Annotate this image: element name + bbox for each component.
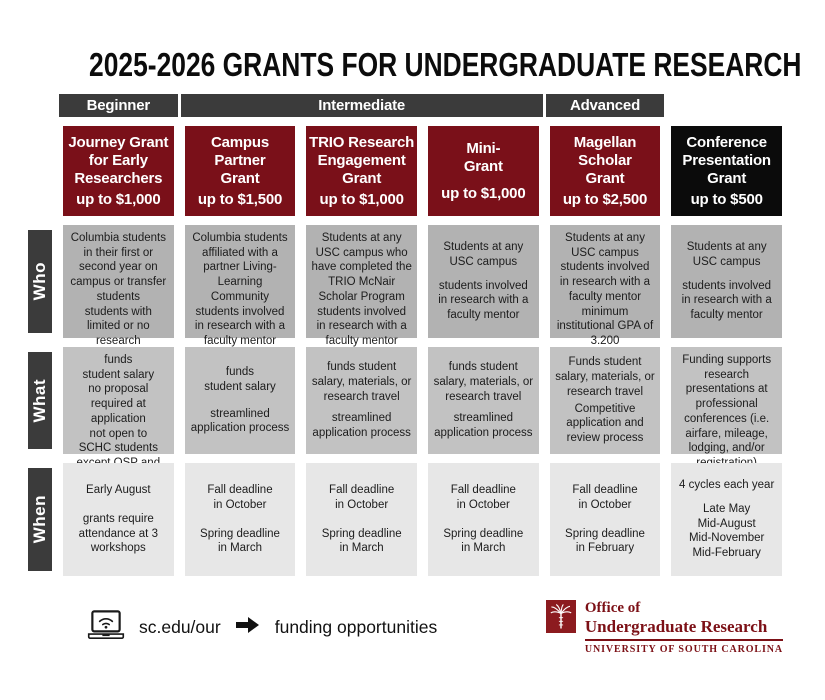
cell-paragraph: students involved in research with a fac… — [316, 305, 407, 348]
table-cell-when-magellan: Fall deadline in October Spring deadline… — [549, 463, 661, 576]
cell-paragraph: Fall deadline in October — [207, 484, 273, 511]
table-cell-what-mini: funds student salary, materials, or rese… — [427, 347, 539, 454]
row-label-text: When — [30, 495, 49, 544]
column-header-conference-grant: Conference Presentation Grant up to $500 — [671, 126, 782, 216]
grant-name: Campus Partner Grant — [211, 133, 269, 188]
right-arrow-icon — [235, 616, 260, 639]
cell-paragraph: funds student salary, materials, or rese… — [311, 361, 412, 403]
row-label-when: When — [28, 468, 52, 571]
cell-paragraph: Students at any USC campus — [686, 241, 767, 268]
cell-paragraph: Fall deadline in October — [450, 484, 516, 511]
cell-paragraph: no proposal required at application — [88, 383, 149, 425]
cell-paragraph: Columbia students in their first or seco… — [70, 232, 167, 303]
cell-paragraph: Fall deadline in October — [329, 484, 395, 511]
level-bar-intermediate: Intermediate — [180, 94, 543, 117]
site-url: sc.edu/our — [139, 617, 221, 638]
table-cell-what-trio: funds student salary, materials, or rese… — [306, 347, 417, 454]
grant-amount: up to $1,000 — [441, 184, 526, 202]
row-label-who: Who — [28, 230, 52, 333]
table-cell-what-magellan: Funds student salary, materials, or rese… — [549, 347, 661, 454]
table-cell-who-journey: Columbia students in their first or seco… — [63, 225, 174, 362]
cell-paragraph: minimum institutional GPA of 3.200 — [556, 305, 654, 348]
logo-line-3: UNIVERSITY OF SOUTH CAROLINA — [584, 644, 783, 656]
table-cell-who-magellan: Students at any USC campus students invo… — [549, 225, 661, 347]
table-cell-what-journey: funds student salary no proposal require… — [63, 347, 174, 484]
website-callout: sc.edu/our funding opportunities — [86, 609, 437, 646]
logo-line-2: Undergraduate Research — [584, 617, 783, 642]
table-cell-what-conference: Funding supports research presentations … — [671, 347, 782, 469]
cta-text: funding opportunities — [274, 617, 438, 638]
grant-name: Mini- Grant — [463, 139, 503, 175]
grant-name: Conference Presentation Grant — [682, 133, 771, 188]
column-header-mini-grant: Mini- Grant up to $1,000 — [427, 126, 539, 216]
cell-paragraph: streamlined application process — [312, 412, 411, 440]
table-cell-when-campus-partner: Fall deadline in October Spring deadline… — [184, 463, 296, 576]
table-cell-when-mini: Fall deadline in October Spring deadline… — [427, 463, 539, 576]
cell-paragraph: students involved in research with a fac… — [559, 261, 651, 303]
cell-paragraph: grants require attendance at 3 workshops — [78, 512, 158, 555]
poster-footer: sc.edu/our funding opportunities Office — [0, 600, 825, 655]
table-cell-who-conference: Students at any USC campus students invo… — [671, 225, 782, 338]
logo-line-1: Office of — [584, 600, 641, 616]
grant-amount: up to $1,000 — [319, 190, 404, 208]
university-logo: Office of Undergraduate Research UNIVERS… — [545, 600, 783, 656]
poster-header: 2025-2026 GRANTS FOR UNDERGRADUATE RESEA… — [0, 0, 825, 88]
table-cell-when-journey: Early August grants require attendance a… — [63, 463, 174, 576]
grants-table: Beginner Intermediate Advanced Journey G… — [28, 94, 782, 576]
table-cell-who-trio: Students at any USC campus who have comp… — [306, 225, 417, 347]
grant-name: Journey Grant for Early Researchers — [68, 133, 169, 188]
cell-paragraph: Students at any USC campus who have comp… — [311, 232, 412, 303]
cell-paragraph: streamlined application process — [434, 412, 533, 440]
cell-paragraph: Competitive application and review proce… — [566, 402, 644, 445]
table-cell-who-mini: Students at any USC campus students invo… — [427, 225, 539, 338]
cell-paragraph: streamlined application process — [190, 407, 290, 435]
cell-paragraph: Funds student salary, materials, or rese… — [555, 356, 655, 398]
cell-paragraph: funds student salary, materials, or rese… — [433, 361, 534, 403]
cell-paragraph: Students at any USC campus — [565, 232, 645, 259]
grant-amount: up to $1,500 — [197, 190, 283, 208]
column-header-trio-grant: TRIO Research Engagement Grant up to $1,… — [306, 126, 417, 216]
cell-paragraph: Funding supports research presentations … — [682, 354, 772, 469]
grant-amount: up to $1,000 — [76, 190, 161, 208]
cell-paragraph: Spring deadline in March — [321, 527, 402, 555]
table-cell-when-trio: Fall deadline in October Spring deadline… — [306, 463, 417, 576]
row-label-what: What — [28, 352, 52, 449]
column-header-journey-grant: Journey Grant for Early Researchers up t… — [63, 126, 174, 216]
logo-text: Office of Undergraduate Research UNIVERS… — [584, 600, 783, 656]
row-label-text: What — [30, 378, 49, 423]
level-bar-beginner: Beginner — [59, 94, 178, 117]
cell-paragraph: students involved in research with a fac… — [681, 279, 772, 322]
cell-paragraph: funds student salary — [82, 354, 155, 381]
laptop-wifi-icon — [86, 609, 126, 646]
cell-paragraph: Early August — [86, 484, 151, 497]
table-cell-what-campus-partner: funds student salary streamlined applica… — [184, 347, 296, 454]
table-cell-who-campus-partner: Columbia students affiliated with a part… — [184, 225, 296, 347]
level-label: Advanced — [569, 97, 641, 114]
cell-paragraph: Spring deadline in March — [200, 527, 280, 555]
grant-name: Magellan Scholar Grant — [573, 133, 637, 188]
level-bar-advanced: Advanced — [545, 94, 665, 117]
cell-paragraph: Students at any USC campus — [443, 241, 524, 268]
cell-paragraph: students involved in research with a fac… — [194, 305, 286, 348]
cell-paragraph: Fall deadline in October — [572, 484, 638, 511]
cell-paragraph: Late May Mid-August Mid-November Mid-Feb… — [688, 502, 765, 560]
cell-paragraph: Spring deadline in March — [443, 527, 524, 555]
cell-paragraph: students involved in research with a fac… — [438, 279, 529, 322]
level-label: Beginner — [86, 97, 151, 114]
cell-paragraph: funds student salary — [204, 366, 276, 393]
grant-amount: up to $2,500 — [562, 190, 648, 208]
page-title: 2025-2026 GRANTS FOR UNDERGRADUATE RESEA… — [89, 46, 802, 83]
cell-paragraph: 4 cycles each year — [679, 479, 775, 492]
table-cell-when-conference: 4 cycles each year Late May Mid-August M… — [671, 463, 782, 576]
grant-amount: up to $500 — [690, 190, 763, 208]
row-label-text: Who — [30, 262, 49, 301]
palmetto-tree-icon — [545, 600, 576, 633]
cell-paragraph: Columbia students affiliated with a part… — [192, 232, 288, 303]
column-header-magellan-grant: Magellan Scholar Grant up to $2,500 — [549, 126, 661, 216]
cell-paragraph: Spring deadline in February — [565, 527, 645, 555]
level-label: Intermediate — [318, 97, 406, 114]
column-header-campus-partner-grant: Campus Partner Grant up to $1,500 — [184, 126, 296, 216]
grant-name: TRIO Research Engagement Grant — [309, 133, 415, 188]
